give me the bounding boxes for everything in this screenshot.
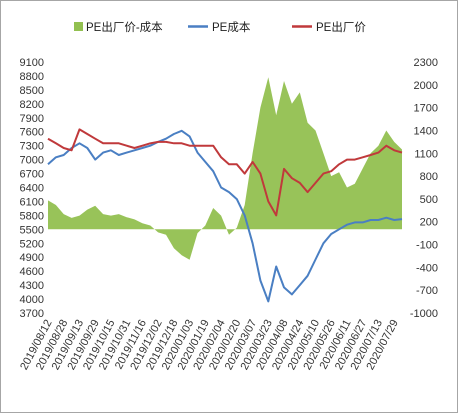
left-tick-label-4: 4900 bbox=[20, 252, 44, 264]
left-tick-label-5: 5200 bbox=[20, 238, 44, 250]
left-tick-label-11: 7000 bbox=[20, 155, 44, 167]
left-tick-label-17: 8800 bbox=[20, 71, 44, 83]
left-tick-label-10: 6700 bbox=[20, 169, 44, 181]
left-tick-label-6: 5500 bbox=[20, 224, 44, 236]
left-tick-label-13: 7600 bbox=[20, 127, 44, 139]
area-series-layer bbox=[48, 77, 402, 260]
right-tick-label-6: 800 bbox=[420, 171, 438, 183]
left-tick-label-8: 6100 bbox=[20, 196, 44, 208]
legend-label-0: PE出厂价-成本 bbox=[86, 20, 163, 34]
legend: PE出厂价-成本 PE成本 PE出厂价 bbox=[74, 20, 366, 34]
right-tick-label-7: 1100 bbox=[414, 148, 438, 160]
left-tick-label-18: 9100 bbox=[20, 57, 44, 69]
series-area-0 bbox=[48, 77, 402, 260]
right-tick-label-11: 2300 bbox=[414, 57, 438, 69]
legend-swatch-0 bbox=[74, 22, 83, 31]
left-tick-label-2: 4300 bbox=[20, 280, 44, 292]
left-axis: 3700 4000 4300 4600 4900 5200 5500 5800 61006400… bbox=[20, 57, 44, 320]
right-axis: -1000 -700 -400 -100 200 500 800 1100 1400 1700 20… bbox=[410, 57, 438, 320]
legend-label-2: PE出厂价 bbox=[316, 20, 366, 34]
right-tick-label-8: 1400 bbox=[414, 126, 438, 138]
right-tick-label-4: 200 bbox=[420, 217, 438, 229]
left-tick-label-9: 6400 bbox=[20, 183, 44, 195]
left-tick-label-15: 8200 bbox=[20, 99, 44, 111]
left-tick-label-16: 8500 bbox=[20, 85, 44, 97]
left-tick-label-3: 4600 bbox=[20, 266, 44, 278]
right-tick-label-10: 2000 bbox=[414, 80, 438, 92]
left-tick-label-0: 3700 bbox=[20, 308, 44, 320]
right-tick-label-0: -1000 bbox=[410, 308, 438, 320]
left-tick-label-12: 7300 bbox=[20, 141, 44, 153]
left-tick-label-14: 7900 bbox=[20, 113, 44, 125]
x-axis: 2019/08/122019/08/282019/09/132019/09/29… bbox=[18, 318, 401, 372]
left-tick-label-7: 5800 bbox=[20, 210, 44, 222]
right-tick-label-2: -400 bbox=[416, 262, 438, 274]
right-tick-label-9: 1700 bbox=[414, 103, 438, 115]
series-line-1 bbox=[47, 129, 403, 303]
legend-label-1: PE成本 bbox=[212, 20, 251, 34]
right-tick-label-5: 500 bbox=[420, 194, 438, 206]
series-line-2 bbox=[47, 128, 403, 217]
line-series-layer bbox=[47, 128, 403, 303]
left-tick-label-1: 4000 bbox=[20, 294, 44, 306]
right-tick-label-1: -700 bbox=[416, 285, 438, 297]
right-tick-label-3: -100 bbox=[416, 240, 438, 252]
